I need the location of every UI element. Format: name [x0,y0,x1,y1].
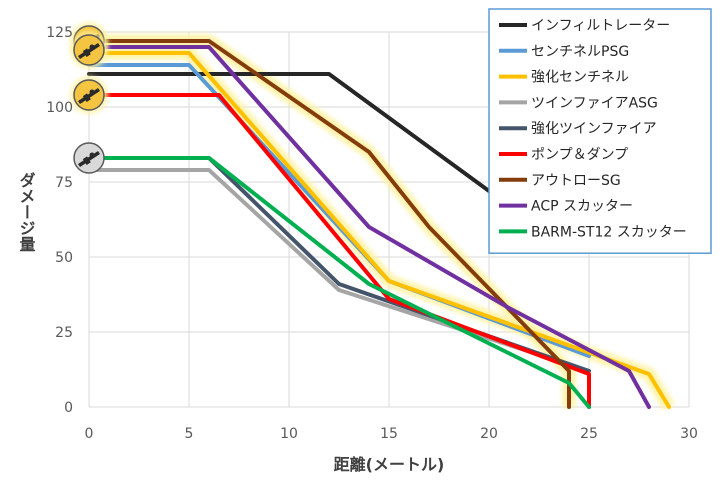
x-tick-label: 15 [380,426,398,442]
x-tick-label: 20 [480,426,498,442]
series-line-8 [87,156,591,409]
legend-entry-3: ツインファイアASG [531,95,658,111]
y-tick-label: 50 [55,250,73,266]
y-tick-label: 100 [46,100,73,116]
legend-entry-8: BARM-ST12 スカッター [531,224,687,240]
x-tick-labels: 0 5 10 15 20 25 30 [85,426,698,442]
legend-entry-5: ポンプ＆ダンプ [531,147,628,163]
x-tick-label: 10 [280,426,298,442]
gun-icon [70,76,108,114]
series-line-7 [87,45,651,409]
x-axis-title: 距離(メートル) [334,455,445,474]
x-tick-label: 0 [85,426,94,442]
legend-entry-6: アウトローSG [531,173,621,189]
y-tick-label: 125 [46,25,73,41]
legend-entry-1: センチネルPSG [531,44,629,60]
legend-entry-7: ACP スカッター [531,199,633,215]
legend-entry-0: インフィルトレーター [531,18,670,34]
y-tick-labels: 0 25 50 75 100 125 [46,25,73,416]
x-tick-label: 30 [680,426,698,442]
series-line-5 [87,93,591,409]
y-tick-label: 25 [55,325,73,341]
series-line-2 [87,51,671,409]
y-tick-label: 75 [55,175,73,191]
y-axis-title: ダメージ量 [17,171,36,252]
legend-entry-2: 強化センチネル [531,70,629,86]
x-tick-label: 5 [185,426,194,442]
series-lines [87,39,671,409]
gun-icon [73,142,105,174]
x-tick-label: 25 [580,426,598,442]
gun-icon [70,31,108,69]
series-line-6 [87,39,571,409]
weapon-icons [70,22,108,174]
legend-entry-4: 強化ツインファイア [531,121,657,137]
y-tick-label: 0 [64,400,73,416]
